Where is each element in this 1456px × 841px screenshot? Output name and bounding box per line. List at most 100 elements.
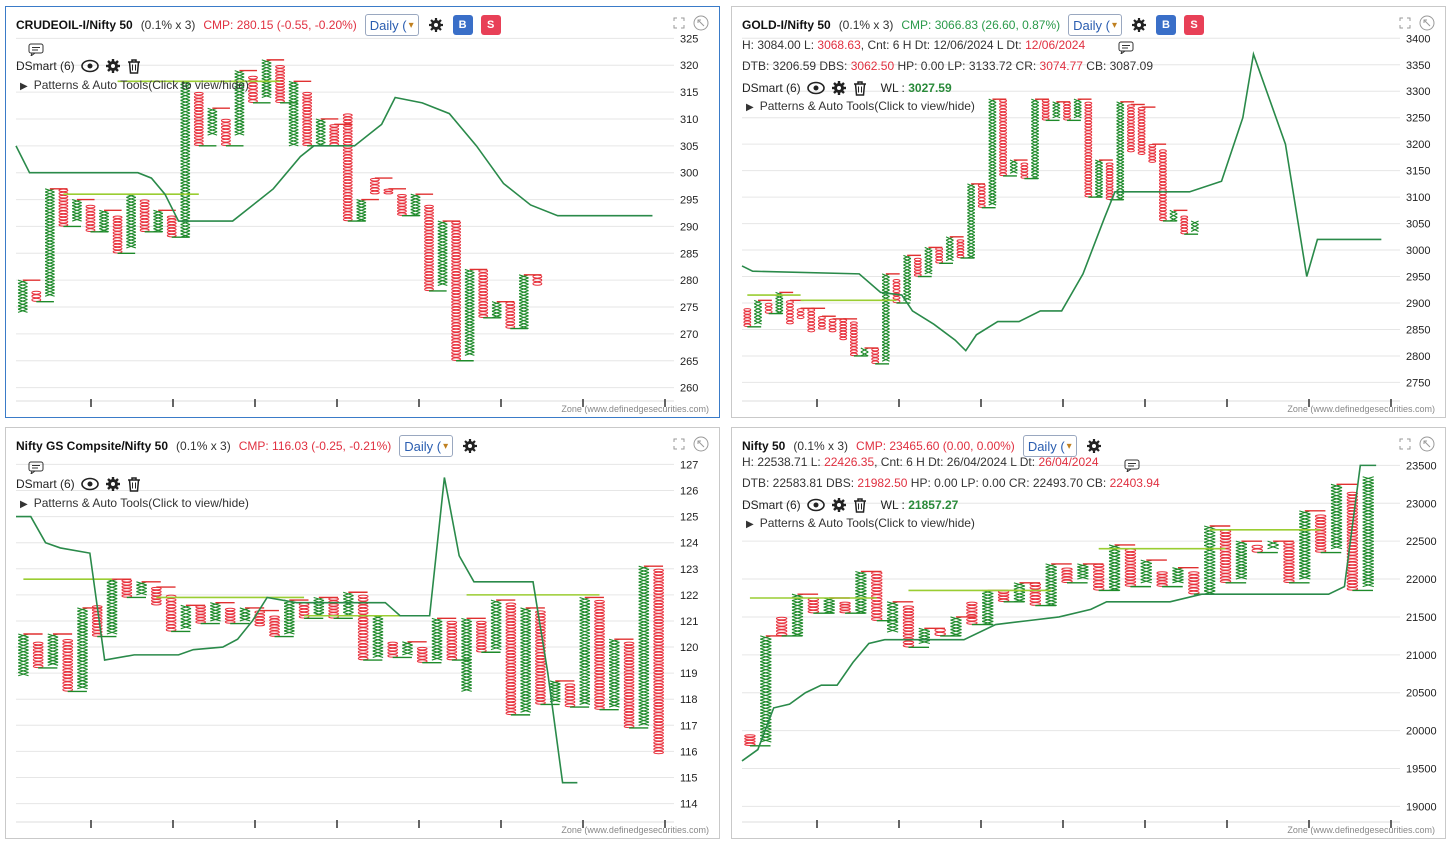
settings-gear-icon[interactable]	[1130, 16, 1148, 34]
x-box	[549, 686, 561, 691]
o-box	[1084, 127, 1093, 131]
x-box	[1172, 573, 1184, 578]
timeframe-select[interactable]: Daily (▾	[399, 435, 454, 457]
o-column	[220, 118, 231, 147]
reset-zoom-icon[interactable]	[693, 15, 709, 31]
trash-icon[interactable]	[127, 58, 141, 74]
buy-button[interactable]: B	[1156, 15, 1177, 35]
o-box	[446, 653, 458, 658]
patterns-toggle[interactable]: ▶ Patterns & Auto Tools(Click to view/hid…	[746, 99, 975, 113]
timeframe-select[interactable]: Daily (▾	[1022, 435, 1077, 457]
o-box	[396, 200, 407, 204]
settings-gear-icon[interactable]	[461, 437, 479, 455]
settings-icon[interactable]	[831, 80, 847, 96]
timeframe-select[interactable]: Daily (▾	[364, 14, 419, 36]
dsmart-label: DSmart (6)	[742, 498, 801, 512]
settings-icon[interactable]	[831, 497, 847, 513]
eye-icon[interactable]	[806, 498, 825, 512]
x-box	[234, 112, 245, 117]
settings-icon[interactable]	[105, 476, 121, 492]
x-box	[579, 677, 591, 683]
expand-icon[interactable]	[1399, 17, 1411, 29]
x-box	[1362, 482, 1374, 487]
o-box	[1346, 513, 1359, 518]
x-box	[1073, 101, 1082, 106]
comment-icon[interactable]	[1118, 41, 1134, 54]
trash-icon[interactable]	[853, 80, 867, 96]
x-box	[180, 147, 191, 152]
x-box	[44, 273, 55, 278]
x-box	[77, 678, 88, 683]
eye-icon[interactable]	[80, 59, 99, 73]
settings-icon[interactable]	[105, 58, 121, 74]
o-box	[302, 107, 313, 112]
o-box	[535, 671, 546, 676]
settings-gear-icon[interactable]	[1085, 437, 1103, 455]
reset-zoom-icon[interactable]	[693, 436, 709, 452]
reset-zoom-icon[interactable]	[1419, 15, 1435, 31]
expand-icon[interactable]	[1399, 438, 1411, 450]
x-box	[760, 680, 772, 685]
sell-button[interactable]: S	[480, 15, 501, 35]
o-box	[775, 616, 788, 621]
box-size: (0.1% x 3)	[793, 439, 849, 453]
o-box	[744, 739, 756, 744]
sell-button[interactable]: S	[1184, 15, 1205, 35]
trash-icon[interactable]	[853, 497, 867, 513]
o-box	[446, 624, 458, 628]
reset-zoom-icon[interactable]	[1419, 436, 1435, 452]
o-box	[112, 228, 123, 232]
x-box	[106, 620, 118, 625]
symbol-title[interactable]: Nifty GS Compsite/Nifty 50	[16, 439, 169, 453]
x-column	[1203, 525, 1216, 595]
x-box	[1330, 509, 1343, 514]
symbol-title[interactable]: CRUDEOIL-I/Nifty 50	[16, 18, 133, 32]
o-box	[220, 128, 231, 133]
symbol-title[interactable]: Nifty 50	[742, 439, 786, 453]
x-box	[881, 351, 890, 356]
patterns-toggle[interactable]: ▶ Patterns & Auto Tools(Click to view/hid…	[20, 78, 249, 92]
comment-icon[interactable]	[28, 461, 44, 474]
x-box	[1116, 164, 1125, 169]
x-column	[180, 604, 192, 630]
o-box	[1124, 564, 1137, 568]
comment-icon[interactable]	[28, 43, 44, 56]
timeframe-select[interactable]: Daily (▾	[1068, 14, 1123, 36]
eye-icon[interactable]	[80, 477, 99, 491]
trash-icon[interactable]	[127, 476, 141, 492]
o-box	[505, 308, 516, 312]
o-box	[594, 632, 605, 636]
o-box	[357, 620, 369, 625]
o-box	[828, 325, 837, 330]
panel-corner-tools	[1399, 436, 1435, 452]
x-box	[99, 222, 109, 227]
o-box	[505, 621, 517, 626]
o-box	[383, 191, 394, 195]
expand-icon[interactable]	[673, 17, 685, 29]
x-box	[760, 702, 772, 708]
o-box	[653, 613, 664, 617]
o-box	[1346, 564, 1359, 569]
o-box	[446, 650, 458, 654]
o-column	[224, 607, 236, 624]
x-box	[343, 598, 354, 603]
patterns-toggle[interactable]: ▶ Patterns & Auto Tools(Click to view/hid…	[746, 516, 975, 530]
o-box	[1148, 159, 1157, 163]
patterns-toggle[interactable]: ▶ Patterns & Auto Tools(Click to view/hid…	[20, 496, 249, 510]
expand-icon[interactable]	[673, 438, 685, 450]
x-box	[638, 591, 650, 596]
o-box	[166, 230, 177, 235]
x-box	[924, 263, 933, 268]
o-column	[892, 278, 901, 304]
settings-gear-icon[interactable]	[427, 16, 445, 34]
o-box	[121, 591, 133, 595]
symbol-title[interactable]: GOLD-I/Nifty 50	[742, 18, 831, 32]
o-box	[1188, 581, 1200, 585]
o-box	[1041, 102, 1050, 106]
buy-button[interactable]: B	[452, 15, 473, 35]
x-box	[1203, 551, 1216, 556]
y-tick-label: 115	[680, 772, 698, 784]
comment-icon[interactable]	[1124, 459, 1140, 472]
eye-icon[interactable]	[806, 81, 825, 95]
o-box	[871, 610, 883, 615]
